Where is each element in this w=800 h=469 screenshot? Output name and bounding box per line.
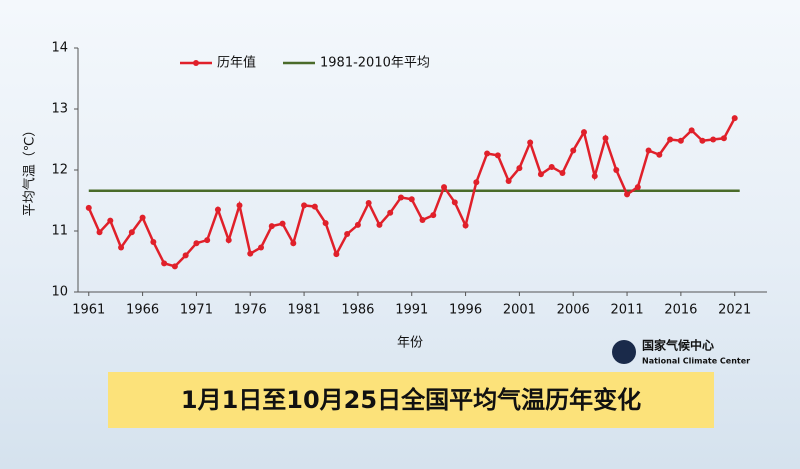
data-point	[688, 127, 695, 134]
data-point	[591, 173, 598, 180]
data-point	[473, 179, 480, 186]
data-point	[204, 237, 211, 244]
data-point	[236, 202, 243, 209]
data-point	[268, 223, 275, 230]
data-point	[580, 129, 587, 136]
x-tick-label: 1996	[449, 303, 482, 318]
data-point	[537, 171, 544, 178]
data-point	[225, 237, 232, 244]
y-tick-label: 12	[51, 163, 68, 178]
data-point	[107, 217, 114, 224]
y-tick-label: 13	[51, 102, 68, 117]
legend-label: 历年值	[217, 55, 256, 71]
data-point	[322, 220, 329, 227]
data-point	[731, 115, 738, 122]
data-point	[451, 199, 458, 206]
data-point	[279, 220, 286, 227]
data-point	[333, 251, 340, 258]
legend-marker	[193, 60, 199, 66]
data-point	[150, 238, 157, 245]
data-point	[419, 217, 426, 224]
x-tick-label: 1961	[72, 303, 105, 318]
data-point	[645, 147, 652, 154]
x-tick-label: 2011	[611, 303, 644, 318]
data-point	[193, 240, 200, 247]
data-point	[516, 165, 523, 172]
data-point	[602, 135, 609, 142]
data-point	[527, 139, 534, 146]
data-point	[494, 152, 501, 159]
data-point	[118, 244, 125, 251]
data-point	[85, 204, 92, 211]
data-point	[710, 136, 717, 143]
x-tick-label: 1971	[180, 303, 213, 318]
data-point	[365, 199, 372, 206]
data-point	[634, 184, 641, 191]
logo-subtext: National Climate Center	[642, 357, 750, 366]
data-point	[182, 252, 189, 259]
chart-title: 1月1日至10月25日全国平均气温历年变化	[181, 386, 641, 414]
data-point	[699, 137, 706, 144]
data-line	[87, 117, 736, 268]
data-point	[344, 231, 351, 238]
data-point	[258, 244, 265, 251]
x-tick-label: 2016	[664, 303, 697, 318]
logo-icon	[612, 340, 636, 364]
data-point	[559, 170, 566, 177]
data-point	[311, 203, 318, 210]
data-point	[484, 150, 491, 157]
x-tick-label: 1976	[234, 303, 267, 318]
data-point	[139, 214, 146, 221]
data-point	[397, 194, 404, 201]
x-tick-label: 2021	[718, 303, 751, 318]
y-axis-label: 平均气温（℃）	[22, 124, 38, 217]
data-point	[408, 196, 415, 203]
x-tick-label: 2006	[557, 303, 590, 318]
legend-label: 1981-2010年平均	[320, 56, 430, 71]
data-point	[96, 229, 103, 236]
x-tick-label: 1991	[395, 303, 428, 318]
data-point	[430, 212, 437, 219]
y-tick-label: 11	[51, 224, 68, 239]
data-point	[441, 184, 448, 191]
data-point	[128, 229, 135, 236]
data-point	[354, 221, 361, 228]
data-point	[387, 209, 394, 216]
x-tick-label: 1966	[126, 303, 159, 318]
x-axis-label: 年份	[397, 336, 423, 351]
data-point	[613, 167, 620, 173]
data-point	[570, 147, 577, 154]
data-point	[720, 135, 727, 142]
data-point	[376, 221, 383, 228]
data-point	[677, 137, 684, 144]
data-point	[214, 206, 221, 213]
data-point	[462, 222, 469, 229]
data-point	[247, 250, 254, 257]
data-point	[548, 163, 555, 170]
data-point	[301, 202, 308, 209]
data-point	[161, 260, 168, 267]
data-point	[624, 191, 631, 198]
data-point	[505, 177, 512, 184]
y-tick-label: 10	[51, 285, 68, 300]
data-point	[171, 263, 178, 270]
logo-text: 国家气候中心	[642, 338, 714, 353]
x-tick-label: 1986	[341, 303, 374, 318]
title-banner	[108, 372, 714, 428]
x-tick-label: 2001	[503, 303, 536, 318]
data-point	[290, 240, 297, 247]
data-point	[656, 151, 663, 158]
y-tick-label: 14	[51, 41, 68, 56]
data-point	[667, 136, 674, 143]
x-tick-label: 1981	[288, 303, 321, 318]
